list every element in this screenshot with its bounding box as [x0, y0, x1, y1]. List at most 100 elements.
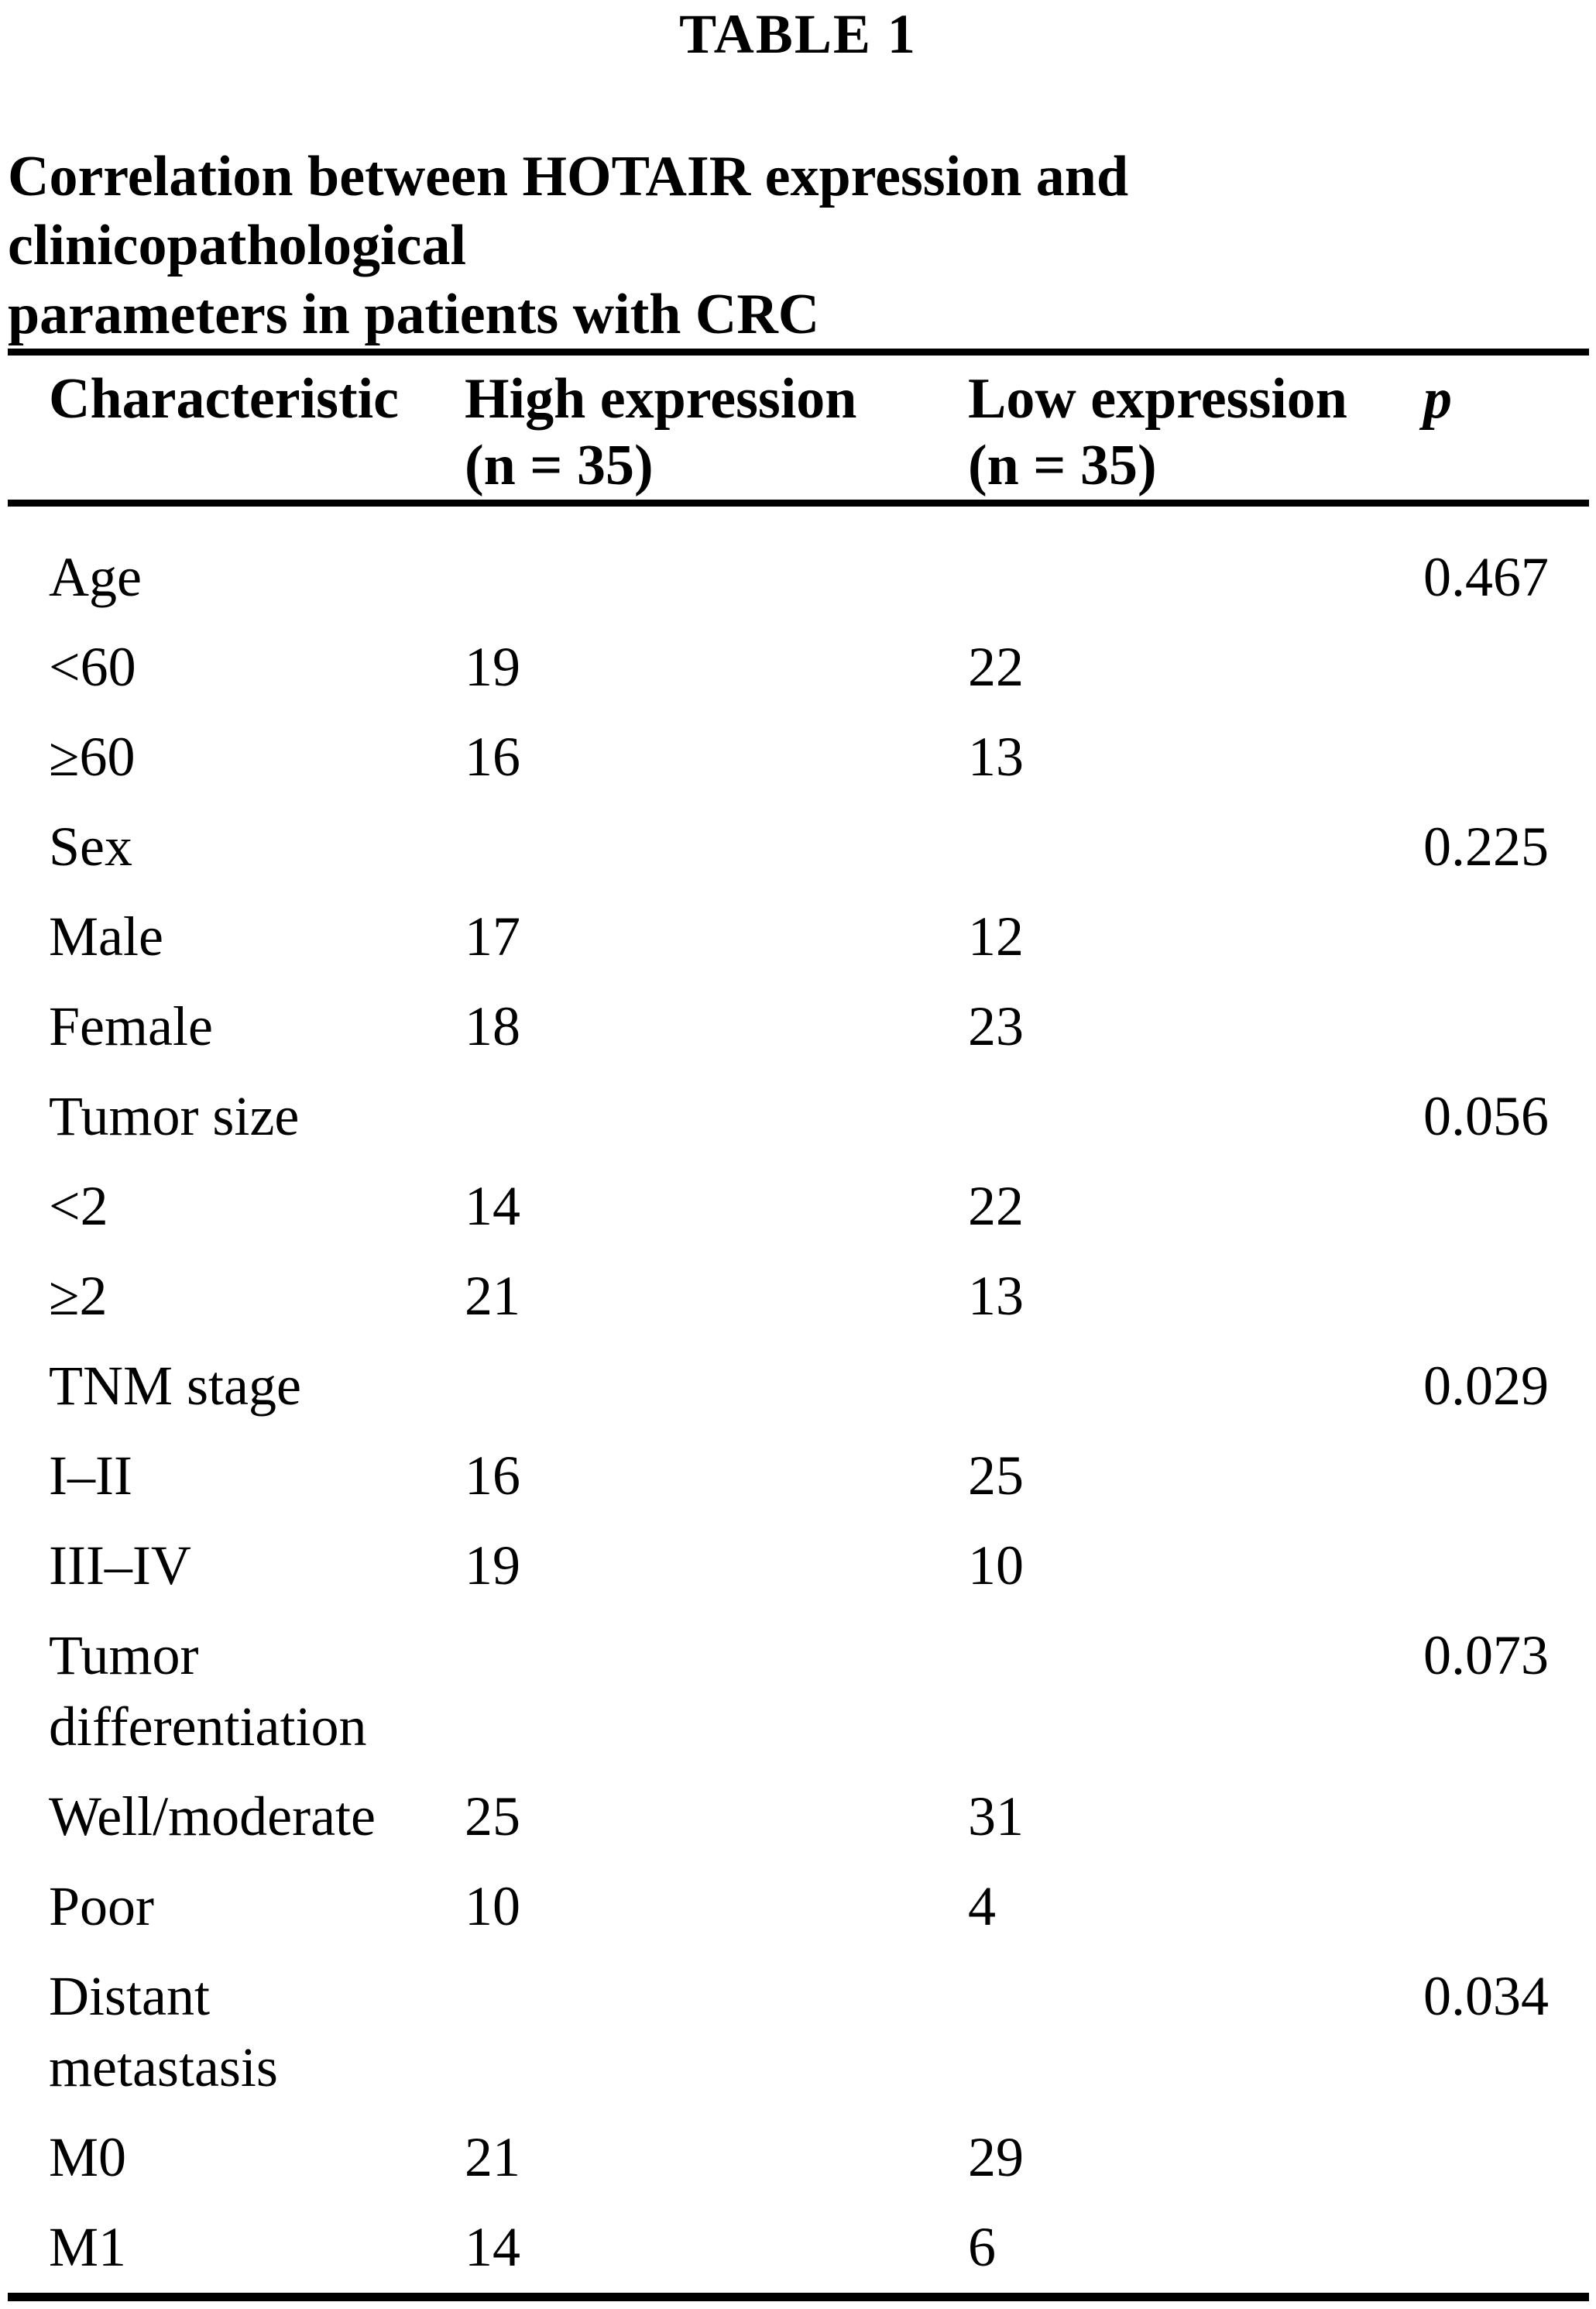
cell-low-expression: 13: [968, 1265, 1024, 1327]
cell-high-expression: 18: [465, 995, 520, 1057]
cell-p-value: [1423, 2112, 1596, 2202]
table-row: Distant metastasis 0.034: [0, 1951, 1596, 2112]
cell-high-expression: 16: [465, 726, 520, 788]
header-divider-rule: [8, 500, 1589, 507]
cell-characteristic: M1: [49, 2216, 127, 2278]
cell-low-expression: [968, 1341, 1423, 1431]
cell-low-expression: 25: [968, 1445, 1024, 1507]
cell-characteristic: Tumor size: [49, 1085, 300, 1147]
cell-high-expression: 21: [465, 2126, 520, 2188]
cell-high-expression: [465, 532, 968, 622]
cell-characteristic: I–II: [49, 1445, 132, 1507]
cell-low-expression: 22: [968, 636, 1024, 698]
table-row: Female 18 23: [0, 981, 1596, 1071]
cell-p-value: 0.225: [1423, 816, 1549, 878]
cell-low-expression: [968, 1071, 1423, 1161]
table-row: M0 21 29: [0, 2112, 1596, 2202]
table-row: <2 14 22: [0, 1161, 1596, 1251]
table-row: ≥2 21 13: [0, 1251, 1596, 1341]
cell-low-expression: [968, 1620, 1423, 1771]
table-caption: Correlation between HOTAIR expression an…: [8, 145, 1129, 346]
table-row: M1 14 6: [0, 2202, 1596, 2292]
cell-characteristic: Tumor differentiation: [49, 1624, 367, 1758]
table-body: Age 0.467 <60 19 22 ≥60 16 13 Sex 0.225 Male 17 12 Fe…: [0, 532, 1596, 2292]
cell-p-value: [1423, 1251, 1596, 1341]
cell-characteristic: M0: [49, 2126, 127, 2188]
cell-p-value: 0.034: [1423, 1965, 1549, 2027]
cell-low-expression: 23: [968, 995, 1024, 1057]
cell-low-expression: 4: [968, 1875, 996, 1937]
cell-high-expression: [465, 1071, 968, 1161]
cell-p-value: [1423, 712, 1596, 802]
cell-high-expression: 17: [465, 905, 520, 967]
bottom-rule: [8, 2293, 1589, 2301]
table-row: Tumor differentiation 0.073: [0, 1610, 1596, 1771]
table-row: III–IV 19 10: [0, 1520, 1596, 1610]
cell-low-expression: 10: [968, 1534, 1024, 1596]
cell-p-value: [1423, 1161, 1596, 1251]
cell-p-value: 0.056: [1423, 1085, 1549, 1147]
cell-p-value: 0.073: [1423, 1624, 1549, 1686]
table-row: Male 17 12: [0, 892, 1596, 981]
table-number-label: TABLE 1: [679, 3, 917, 65]
cell-high-expression: 19: [465, 1534, 520, 1596]
cell-low-expression: [968, 532, 1423, 622]
cell-characteristic: III–IV: [49, 1534, 191, 1596]
table-row: Sex 0.225: [0, 802, 1596, 892]
cell-characteristic: <2: [49, 1175, 108, 1237]
cell-low-expression: 31: [968, 1785, 1024, 1847]
cell-high-expression: 19: [465, 636, 520, 698]
cell-low-expression: [968, 802, 1423, 892]
cell-characteristic: <60: [49, 636, 136, 698]
cell-p-value: [1423, 622, 1596, 712]
cell-high-expression: 16: [465, 1445, 520, 1507]
table-row: Tumor size 0.056: [0, 1071, 1596, 1161]
cell-p-value: [1423, 1861, 1596, 1951]
table-row: TNM stage 0.029: [0, 1341, 1596, 1431]
cell-p-value: [1423, 1771, 1596, 1861]
table-row: I–II 16 25: [0, 1431, 1596, 1520]
column-header-low-expression: Low expression (n = 35): [968, 367, 1347, 497]
cell-characteristic: Age: [49, 546, 142, 608]
cell-characteristic: Poor: [49, 1875, 155, 1937]
cell-characteristic: Well/moderate: [49, 1785, 376, 1847]
cell-characteristic: Male: [49, 905, 163, 967]
cell-low-expression: 12: [968, 905, 1024, 967]
column-header-characteristic: Characteristic: [49, 367, 400, 431]
cell-low-expression: 6: [968, 2216, 996, 2278]
cell-characteristic: ≥60: [49, 726, 136, 788]
table-header-row: Characteristic High expression (n = 35) …: [0, 366, 1596, 499]
cell-high-expression: 21: [465, 1265, 520, 1327]
cell-high-expression: [465, 802, 968, 892]
cell-low-expression: 29: [968, 2126, 1024, 2188]
cell-characteristic: Female: [49, 995, 213, 1057]
cell-high-expression: [465, 1620, 968, 1771]
cell-high-expression: 14: [465, 2216, 520, 2278]
cell-characteristic: Distant metastasis: [49, 1965, 278, 2098]
cell-high-expression: 10: [465, 1875, 520, 1937]
cell-p-value: [1423, 1431, 1596, 1520]
table-row: Well/moderate 25 31: [0, 1771, 1596, 1861]
cell-p-value: [1423, 981, 1596, 1071]
table-row: Poor 10 4: [0, 1861, 1596, 1951]
table-row: <60 19 22: [0, 622, 1596, 712]
cell-p-value: 0.029: [1423, 1355, 1549, 1417]
cell-high-expression: 25: [465, 1785, 520, 1847]
cell-high-expression: [465, 1341, 968, 1431]
table-row: ≥60 16 13: [0, 712, 1596, 802]
cell-low-expression: [968, 1960, 1423, 2112]
cell-characteristic: ≥2: [49, 1265, 108, 1327]
cell-characteristic: TNM stage: [49, 1355, 301, 1417]
cell-p-value: 0.467: [1423, 546, 1549, 608]
top-rule: [8, 349, 1589, 356]
cell-high-expression: [465, 1960, 968, 2112]
column-header-p-value: p: [1423, 367, 1452, 431]
column-header-high-expression: High expression (n = 35): [465, 367, 857, 497]
cell-p-value: [1423, 1520, 1596, 1610]
cell-low-expression: 13: [968, 726, 1024, 788]
cell-low-expression: 22: [968, 1175, 1024, 1237]
cell-high-expression: 14: [465, 1175, 520, 1237]
table-row: Age 0.467: [0, 532, 1596, 622]
cell-p-value: [1423, 2202, 1596, 2292]
